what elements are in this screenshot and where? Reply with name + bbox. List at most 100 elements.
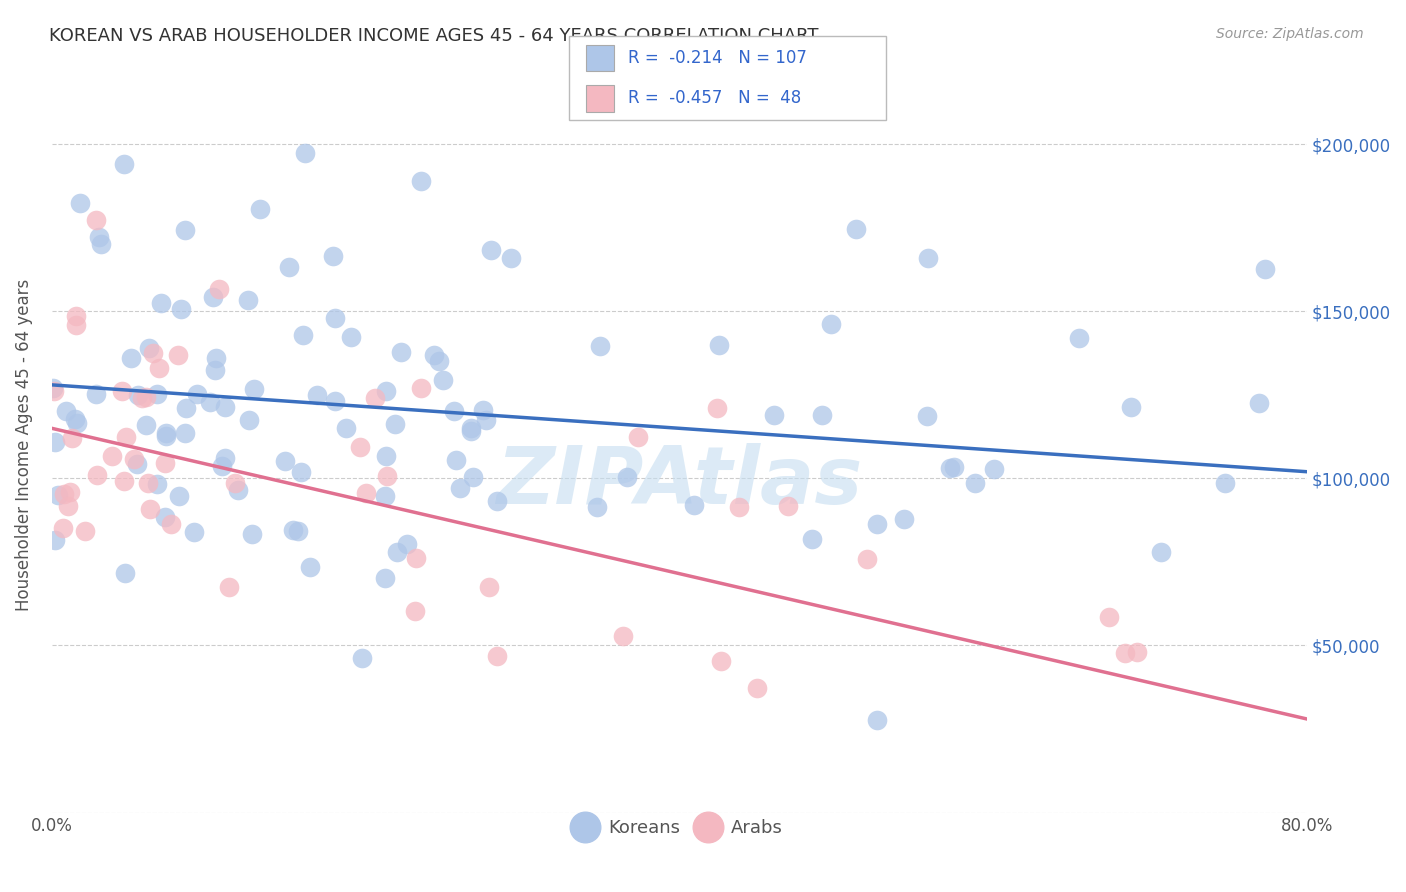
Point bbox=[150, 295, 173, 310]
Point bbox=[374, 489, 396, 503]
Point bbox=[866, 714, 889, 728]
Legend: Koreans, Arabs: Koreans, Arabs bbox=[568, 811, 790, 844]
Point bbox=[340, 329, 363, 343]
Point bbox=[586, 500, 609, 515]
Point bbox=[478, 580, 501, 594]
Point bbox=[411, 380, 433, 394]
Point bbox=[65, 309, 87, 323]
Point bbox=[409, 174, 432, 188]
Text: ZIPAtlas: ZIPAtlas bbox=[496, 442, 862, 521]
Point bbox=[42, 381, 65, 395]
Point bbox=[205, 351, 228, 365]
Point bbox=[335, 420, 357, 434]
Point bbox=[224, 475, 246, 490]
Point bbox=[763, 409, 786, 423]
Point bbox=[404, 604, 426, 618]
Point bbox=[499, 251, 522, 265]
Point bbox=[173, 426, 195, 441]
Point bbox=[444, 452, 467, 467]
Point bbox=[73, 524, 96, 538]
Point bbox=[612, 629, 634, 643]
Point bbox=[84, 213, 107, 227]
Point bbox=[211, 458, 233, 473]
Point bbox=[460, 424, 482, 438]
Point bbox=[56, 499, 79, 513]
Point bbox=[423, 348, 446, 362]
Point bbox=[127, 388, 149, 402]
Point bbox=[856, 551, 879, 566]
Point bbox=[44, 533, 66, 547]
Point bbox=[385, 545, 408, 559]
Point bbox=[214, 400, 236, 414]
Point bbox=[204, 363, 226, 377]
Point bbox=[294, 145, 316, 160]
Point bbox=[820, 317, 842, 331]
Point bbox=[243, 383, 266, 397]
Point bbox=[167, 348, 190, 362]
Point bbox=[240, 527, 263, 541]
Point bbox=[115, 430, 138, 444]
Point bbox=[472, 402, 495, 417]
Point bbox=[893, 511, 915, 525]
Point bbox=[427, 353, 450, 368]
Text: KOREAN VS ARAB HOUSEHOLDER INCOME AGES 45 - 64 YEARS CORRELATION CHART: KOREAN VS ARAB HOUSEHOLDER INCOME AGES 4… bbox=[49, 27, 818, 45]
Point bbox=[728, 500, 751, 514]
Point bbox=[84, 386, 107, 401]
Point bbox=[139, 502, 162, 516]
Point bbox=[443, 404, 465, 418]
Point bbox=[710, 654, 733, 668]
Point bbox=[1121, 401, 1143, 415]
Point bbox=[374, 570, 396, 584]
Point bbox=[218, 580, 240, 594]
Point bbox=[111, 384, 134, 399]
Point bbox=[1125, 645, 1147, 659]
Point bbox=[349, 440, 371, 454]
Point bbox=[942, 460, 965, 475]
Point bbox=[146, 386, 169, 401]
Point bbox=[53, 487, 76, 501]
Point bbox=[1150, 545, 1173, 559]
Point bbox=[747, 681, 769, 696]
Point bbox=[55, 403, 77, 417]
Point bbox=[845, 221, 868, 235]
Point bbox=[207, 282, 229, 296]
Point bbox=[277, 260, 299, 275]
Point bbox=[616, 469, 638, 483]
Point bbox=[160, 516, 183, 531]
Point bbox=[1067, 330, 1090, 344]
Point bbox=[274, 454, 297, 468]
Point bbox=[432, 373, 454, 387]
Point bbox=[66, 416, 89, 430]
Point bbox=[1114, 646, 1136, 660]
Point bbox=[485, 494, 508, 508]
Point bbox=[155, 510, 177, 524]
Point bbox=[375, 449, 398, 463]
Point bbox=[236, 293, 259, 307]
Point bbox=[183, 524, 205, 539]
Point bbox=[69, 196, 91, 211]
Point bbox=[202, 290, 225, 304]
Point bbox=[776, 500, 799, 514]
Point bbox=[52, 521, 75, 535]
Point bbox=[120, 351, 142, 365]
Point bbox=[148, 360, 170, 375]
Point bbox=[917, 252, 939, 266]
Point bbox=[86, 467, 108, 482]
Point bbox=[384, 417, 406, 432]
Point bbox=[354, 486, 377, 500]
Point bbox=[114, 156, 136, 170]
Point bbox=[1213, 475, 1236, 490]
Point bbox=[449, 481, 471, 495]
Point bbox=[627, 430, 650, 444]
Point bbox=[44, 435, 66, 450]
Point bbox=[1247, 396, 1270, 410]
Point bbox=[59, 485, 82, 500]
Point bbox=[287, 524, 309, 538]
Point bbox=[475, 413, 498, 427]
Point bbox=[131, 391, 153, 405]
Point bbox=[939, 461, 962, 475]
Point bbox=[101, 450, 124, 464]
Point bbox=[155, 429, 177, 443]
Point bbox=[709, 337, 731, 351]
Point bbox=[89, 230, 111, 244]
